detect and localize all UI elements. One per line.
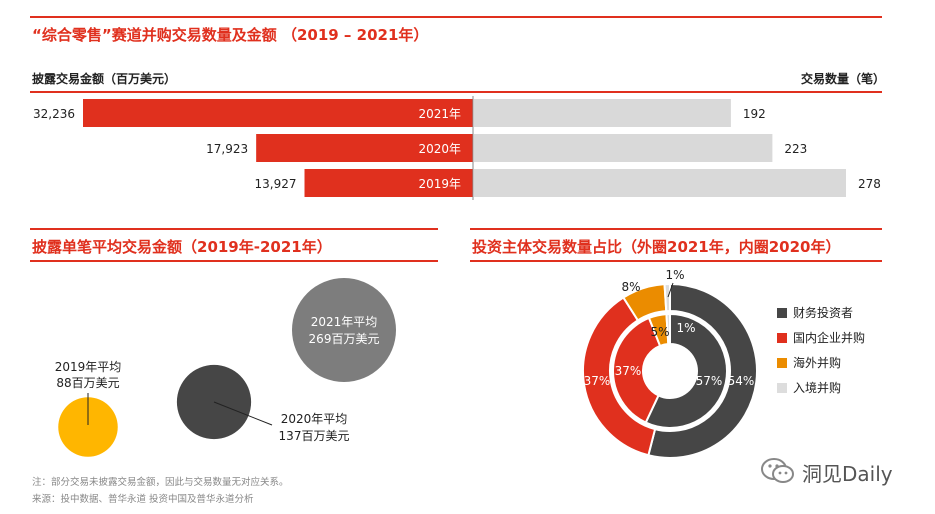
legend-label-1: 国内企业并购 [793, 330, 865, 345]
amount-value-label-1: 17,923 [206, 142, 248, 156]
year-label-1: 2020年 [418, 142, 461, 156]
count-bar-0 [474, 99, 731, 127]
inner-slice-0 [644, 312, 728, 429]
amount-bar-1 [256, 134, 473, 162]
amount-axis-label: 披露交易金额（百万美元） [32, 72, 177, 86]
legend-label-3: 入境并购 [793, 380, 841, 395]
count-value-label-1: 223 [784, 142, 807, 156]
amount-value-label-2: 13,927 [255, 177, 297, 191]
outer-leader-3 [667, 282, 674, 298]
amount-bar-2 [304, 169, 473, 197]
outer-slice-1 [582, 296, 657, 457]
inner-label-1: 37% [615, 364, 642, 378]
section1-axis-rule [30, 91, 882, 93]
section2-rule [30, 228, 438, 230]
count-bar-1 [474, 134, 773, 162]
outer-slice-3 [663, 282, 671, 313]
bubble-label-value-0: 88百万美元 [56, 376, 119, 390]
inner-label-2: 5% [650, 325, 669, 339]
outer-slice-0 [647, 282, 758, 459]
count-bar-2 [474, 169, 846, 197]
watermark-wechat-icon [760, 457, 796, 485]
inner-label-0: 57% [696, 374, 723, 388]
source-note: 来源：投中数据、普华永道 投资中国及普华永道分析 [32, 494, 254, 505]
outer-label-1: 37% [584, 374, 611, 388]
watermark-text: 洞见Daily [802, 462, 893, 486]
legend-swatch-0 [777, 308, 787, 318]
count-value-label-0: 192 [743, 107, 766, 121]
count-axis-label: 交易数量（笔） [800, 72, 885, 86]
section1-rule [30, 16, 882, 18]
year-label-2: 2019年 [418, 177, 461, 191]
section2-title: 披露单笔平均交易金额（2019年-2021年） [32, 238, 332, 256]
bubble-label-year-2: 2021年平均 [311, 315, 378, 329]
inner-slice-1 [612, 316, 662, 424]
legend-label-0: 财务投资者 [793, 305, 853, 320]
amount-bar-0 [83, 99, 473, 127]
bubble-leader-1 [213, 401, 273, 426]
inner-label-3: 1% [676, 321, 695, 335]
section3-title-rule [470, 260, 882, 262]
outer-label-3: 1% [665, 268, 684, 282]
bubble-label-year-1: 2020年平均 [281, 412, 348, 426]
outer-label-0: 54% [728, 374, 755, 388]
inner-slice-3 [665, 312, 671, 346]
section1-title: “综合零售”赛道并购交易数量及金额 （2019 – 2021年） [32, 26, 429, 44]
legend-swatch-1 [777, 333, 787, 343]
bubble-2 [292, 278, 396, 382]
outer-label-2: 8% [621, 280, 640, 294]
legend-label-2: 海外并购 [793, 355, 841, 370]
bubble-label-year-0: 2019年平均 [55, 360, 122, 374]
amount-value-label-0: 32,236 [33, 107, 75, 121]
bubble-0 [58, 397, 118, 457]
bubble-label-value-1: 137百万美元 [279, 429, 350, 443]
bubble-label-value-2: 269百万美元 [309, 332, 380, 346]
legend-swatch-3 [777, 383, 787, 393]
year-label-0: 2021年 [418, 107, 461, 121]
count-value-label-2: 278 [858, 177, 881, 191]
footnote: 注：部分交易未披露交易金额，因此与交易数量无对应关系。 [32, 477, 289, 488]
section3-title: 投资主体交易数量占比（外圈2021年，内圈2020年） [472, 238, 841, 256]
legend-swatch-2 [777, 358, 787, 368]
section2-title-rule [30, 260, 438, 262]
section3-rule [470, 228, 882, 230]
